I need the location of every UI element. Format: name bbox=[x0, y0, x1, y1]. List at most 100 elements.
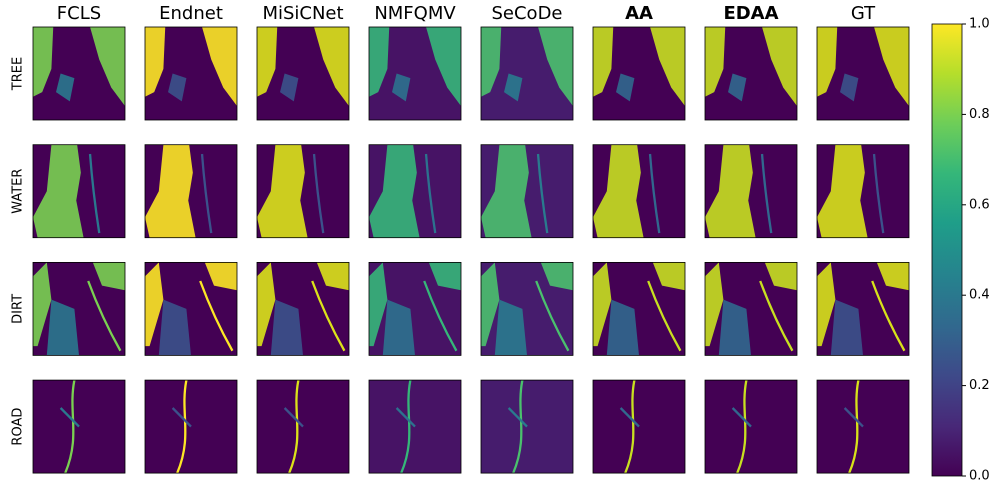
map-region bbox=[481, 27, 502, 97]
map-feature bbox=[843, 407, 864, 428]
map-region bbox=[762, 27, 797, 107]
map-region bbox=[540, 262, 573, 291]
abundance-map bbox=[369, 262, 461, 356]
map-feature bbox=[648, 153, 661, 234]
map-frame bbox=[32, 26, 126, 121]
abundance-map bbox=[369, 27, 461, 120]
abundance-map bbox=[705, 379, 797, 474]
map-feature bbox=[288, 379, 300, 474]
map-feature bbox=[871, 280, 906, 352]
abundance-map bbox=[33, 379, 125, 474]
abundance-map bbox=[481, 144, 573, 238]
abundance-map bbox=[369, 379, 461, 474]
abundance-map bbox=[705, 27, 797, 120]
column-title: SeCoDe bbox=[491, 3, 562, 24]
map-frame bbox=[256, 261, 350, 356]
column-title: EDAA bbox=[723, 3, 778, 24]
map-frame bbox=[704, 261, 798, 356]
map-frame bbox=[256, 26, 350, 121]
abundance-map bbox=[257, 27, 349, 120]
map-region bbox=[494, 299, 527, 356]
map-frame bbox=[816, 261, 910, 356]
map-region bbox=[168, 73, 187, 102]
row-label: DIRT bbox=[11, 294, 26, 324]
map-frame bbox=[704, 26, 798, 121]
column-title: MiSiCNet bbox=[262, 3, 343, 24]
map-feature bbox=[736, 379, 748, 474]
colorbar-tick-label: 0.4 bbox=[969, 288, 990, 303]
map-region bbox=[316, 262, 349, 291]
map-region bbox=[257, 262, 276, 347]
row-label: TREE bbox=[11, 57, 26, 91]
map-region bbox=[481, 144, 532, 238]
map-region bbox=[830, 299, 863, 356]
map-frame bbox=[704, 144, 798, 239]
map-feature bbox=[512, 379, 524, 474]
abundance-map bbox=[481, 262, 573, 356]
colorbar-tick-label: 0.6 bbox=[969, 197, 990, 212]
abundance-map bbox=[257, 262, 349, 356]
map-region bbox=[874, 27, 909, 107]
abundance-map bbox=[705, 144, 797, 238]
abundance-map bbox=[817, 379, 909, 474]
abundance-map bbox=[481, 379, 573, 474]
map-feature bbox=[872, 153, 885, 234]
map-region bbox=[369, 262, 388, 347]
map-frame bbox=[368, 379, 462, 474]
map-region bbox=[840, 73, 859, 102]
map-frame bbox=[592, 26, 686, 121]
map-frame bbox=[368, 26, 462, 121]
abundance-map bbox=[33, 27, 125, 120]
map-region bbox=[606, 299, 639, 356]
map-feature bbox=[59, 407, 80, 428]
colorbar-tick-label: 0.2 bbox=[969, 378, 990, 393]
map-region bbox=[764, 262, 797, 291]
abundance-map bbox=[593, 262, 685, 356]
map-frame bbox=[816, 144, 910, 239]
abundance-map bbox=[817, 262, 909, 356]
map-feature bbox=[88, 153, 101, 234]
map-feature bbox=[731, 407, 752, 428]
map-frame bbox=[368, 144, 462, 239]
map-feature bbox=[283, 407, 304, 428]
abundance-map bbox=[145, 27, 237, 120]
column-title: AA bbox=[625, 3, 653, 24]
abundance-map bbox=[817, 144, 909, 238]
map-frame bbox=[592, 261, 686, 356]
map-region bbox=[369, 27, 390, 97]
map-region bbox=[382, 299, 415, 356]
map-feature bbox=[848, 379, 860, 474]
map-region bbox=[90, 27, 125, 107]
abundance-map bbox=[817, 27, 909, 120]
map-frame bbox=[144, 26, 238, 121]
row-label: WATER bbox=[11, 169, 26, 214]
map-feature bbox=[171, 407, 192, 428]
map-region bbox=[705, 262, 724, 347]
map-feature bbox=[536, 153, 549, 234]
map-frame bbox=[480, 26, 574, 121]
map-region bbox=[616, 73, 635, 102]
map-region bbox=[369, 144, 420, 238]
map-region bbox=[593, 262, 612, 347]
map-region bbox=[817, 27, 838, 97]
map-feature bbox=[312, 153, 325, 234]
map-feature bbox=[760, 153, 773, 234]
map-region bbox=[876, 262, 909, 291]
map-region bbox=[33, 27, 54, 97]
map-frame bbox=[592, 144, 686, 239]
map-region bbox=[817, 262, 836, 347]
row-label: ROAD bbox=[11, 408, 26, 446]
map-frame bbox=[32, 261, 126, 356]
map-feature bbox=[535, 280, 570, 352]
map-frame bbox=[480, 144, 574, 239]
map-feature bbox=[423, 280, 458, 352]
map-feature bbox=[395, 407, 416, 428]
column-title: FCLS bbox=[57, 3, 101, 24]
map-region bbox=[46, 299, 79, 356]
map-region bbox=[204, 262, 237, 291]
map-feature bbox=[507, 407, 528, 428]
map-region bbox=[538, 27, 573, 107]
map-frame bbox=[480, 379, 574, 474]
abundance-map bbox=[593, 27, 685, 120]
